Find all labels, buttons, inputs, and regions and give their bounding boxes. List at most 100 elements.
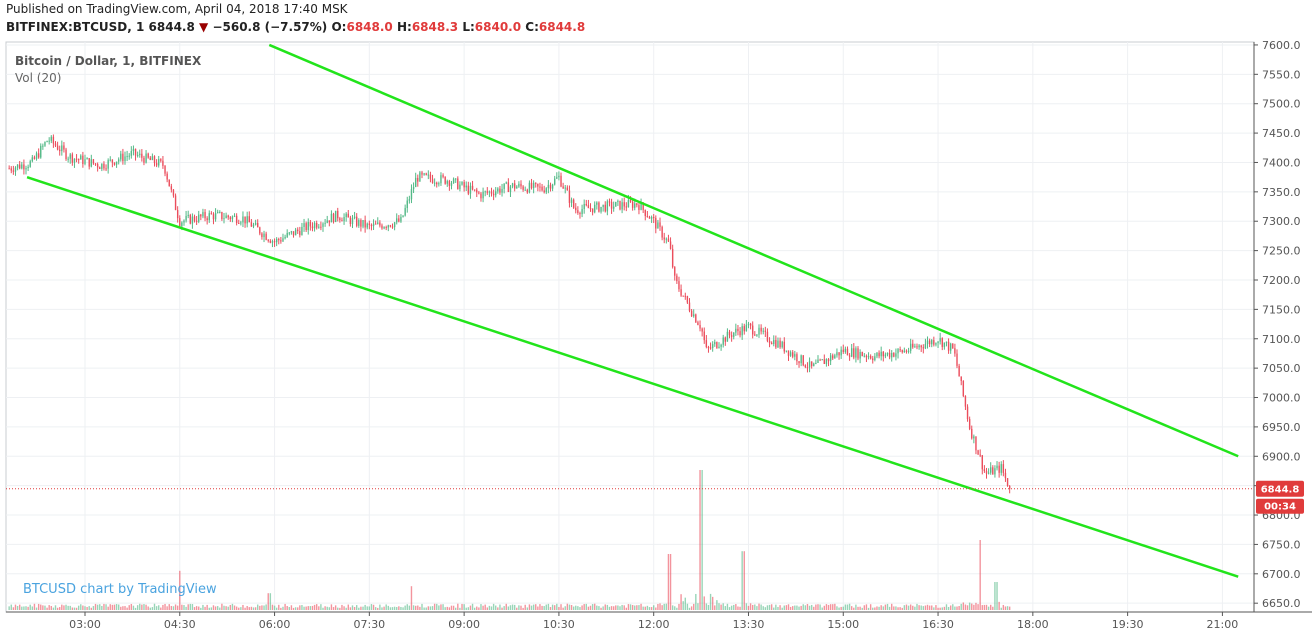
volume-bar xyxy=(417,605,419,610)
volume-bar xyxy=(941,607,943,610)
candle-body xyxy=(909,343,912,351)
volume-bar xyxy=(676,607,678,610)
volume-bar xyxy=(551,604,554,610)
candle-body xyxy=(511,183,514,187)
volume-bar xyxy=(728,607,731,610)
candle-body xyxy=(596,202,598,205)
candle-body xyxy=(463,182,465,188)
volume-bar xyxy=(126,607,128,610)
candle-body xyxy=(267,239,269,241)
last-price: 6844.8 xyxy=(148,20,195,34)
candle-body xyxy=(117,159,120,162)
volume-bar xyxy=(808,605,811,610)
candle-body xyxy=(141,153,143,158)
time-axis[interactable]: 03:00 04:30 06:00 07:30 09:00 10:30 12:00 13:30… xyxy=(69,612,1238,631)
candle-body xyxy=(398,218,400,222)
volume-bar xyxy=(130,603,133,610)
candle-body xyxy=(450,183,453,186)
volume-bar xyxy=(332,607,335,610)
volume-bar xyxy=(94,603,97,610)
candle-body xyxy=(113,162,116,165)
x-tick-label: 19:30 xyxy=(1112,618,1144,631)
volume-bar xyxy=(490,606,493,610)
volume-bar xyxy=(40,604,42,610)
volume-bar xyxy=(564,606,566,610)
y-tick-label: 6750.0 xyxy=(1262,538,1301,551)
volume-bar xyxy=(709,593,712,610)
volume-bar xyxy=(838,607,840,610)
candle-body xyxy=(44,142,46,146)
candle-body xyxy=(718,346,720,348)
candle-body xyxy=(579,212,581,215)
volume-bar xyxy=(581,605,583,610)
volume-bar xyxy=(216,606,219,610)
candle-body xyxy=(151,156,154,161)
candle-body xyxy=(610,201,613,209)
price-axis[interactable]: 6650.06700.06750.06800.06850.06900.06950… xyxy=(1254,39,1301,610)
volume-bar xyxy=(383,606,385,610)
candle-body xyxy=(40,145,42,158)
volume-bar xyxy=(895,606,897,610)
candle-body xyxy=(35,153,38,159)
candle-body xyxy=(33,157,36,159)
volume-bar xyxy=(351,605,354,610)
candle-body xyxy=(185,215,187,221)
volume-bar xyxy=(1002,604,1005,610)
candle-body xyxy=(465,185,467,188)
candle-body xyxy=(802,355,804,366)
x-tick-label: 16:30 xyxy=(922,618,954,631)
candle-body xyxy=(886,352,889,355)
volume-bar xyxy=(663,603,665,610)
watermark-link[interactable]: BTCUSD chart by TradingView xyxy=(23,582,217,597)
volume-bar xyxy=(962,602,965,610)
volume-bar xyxy=(823,605,826,610)
candle-body xyxy=(94,163,97,165)
candle-body xyxy=(1000,464,1002,473)
y-tick-label: 7550.0 xyxy=(1262,68,1301,81)
volume-bar xyxy=(341,604,343,610)
volume-bar xyxy=(543,606,545,610)
trendline-upper[interactable] xyxy=(268,43,1239,458)
volume-bar xyxy=(221,603,223,610)
candle-body xyxy=(358,220,360,226)
volume-bar xyxy=(27,606,29,610)
volume-bar xyxy=(115,604,118,610)
candle-body xyxy=(318,226,320,228)
candle-body xyxy=(8,168,10,170)
volume-bar xyxy=(619,606,621,610)
volume-bar xyxy=(290,605,293,610)
candle-body xyxy=(54,143,57,146)
candle-body xyxy=(598,202,600,212)
x-tick-label: 13:30 xyxy=(733,618,765,631)
candle-body xyxy=(210,213,213,215)
volume-bar xyxy=(572,606,575,610)
volume-bar xyxy=(956,606,958,610)
candle-body xyxy=(82,155,84,165)
candle-body xyxy=(84,159,86,165)
volume-bar xyxy=(680,594,682,610)
trendline-lower[interactable] xyxy=(26,175,1239,578)
volume-bar xyxy=(269,593,272,610)
candle-body xyxy=(878,352,880,357)
volume-bar xyxy=(370,604,373,610)
candle-body xyxy=(313,223,316,229)
volume-bar xyxy=(688,607,691,610)
x-tick-label: 21:00 xyxy=(1207,618,1239,631)
trendlines[interactable] xyxy=(26,43,1239,578)
plot-frame xyxy=(5,41,1255,613)
volume-bar xyxy=(313,604,316,610)
volume-bar xyxy=(92,606,95,610)
candle-body xyxy=(621,202,623,210)
candle-body xyxy=(779,340,781,348)
volume-bar xyxy=(518,605,520,610)
volume-bar xyxy=(10,604,12,610)
volume-bar xyxy=(63,605,65,610)
candle-body xyxy=(90,159,93,167)
candle-body xyxy=(800,355,802,364)
volume-bar xyxy=(198,606,200,610)
candle-body xyxy=(14,167,17,172)
candle-body xyxy=(937,341,939,344)
volume-bar xyxy=(535,604,537,610)
volume-bar xyxy=(111,604,114,610)
